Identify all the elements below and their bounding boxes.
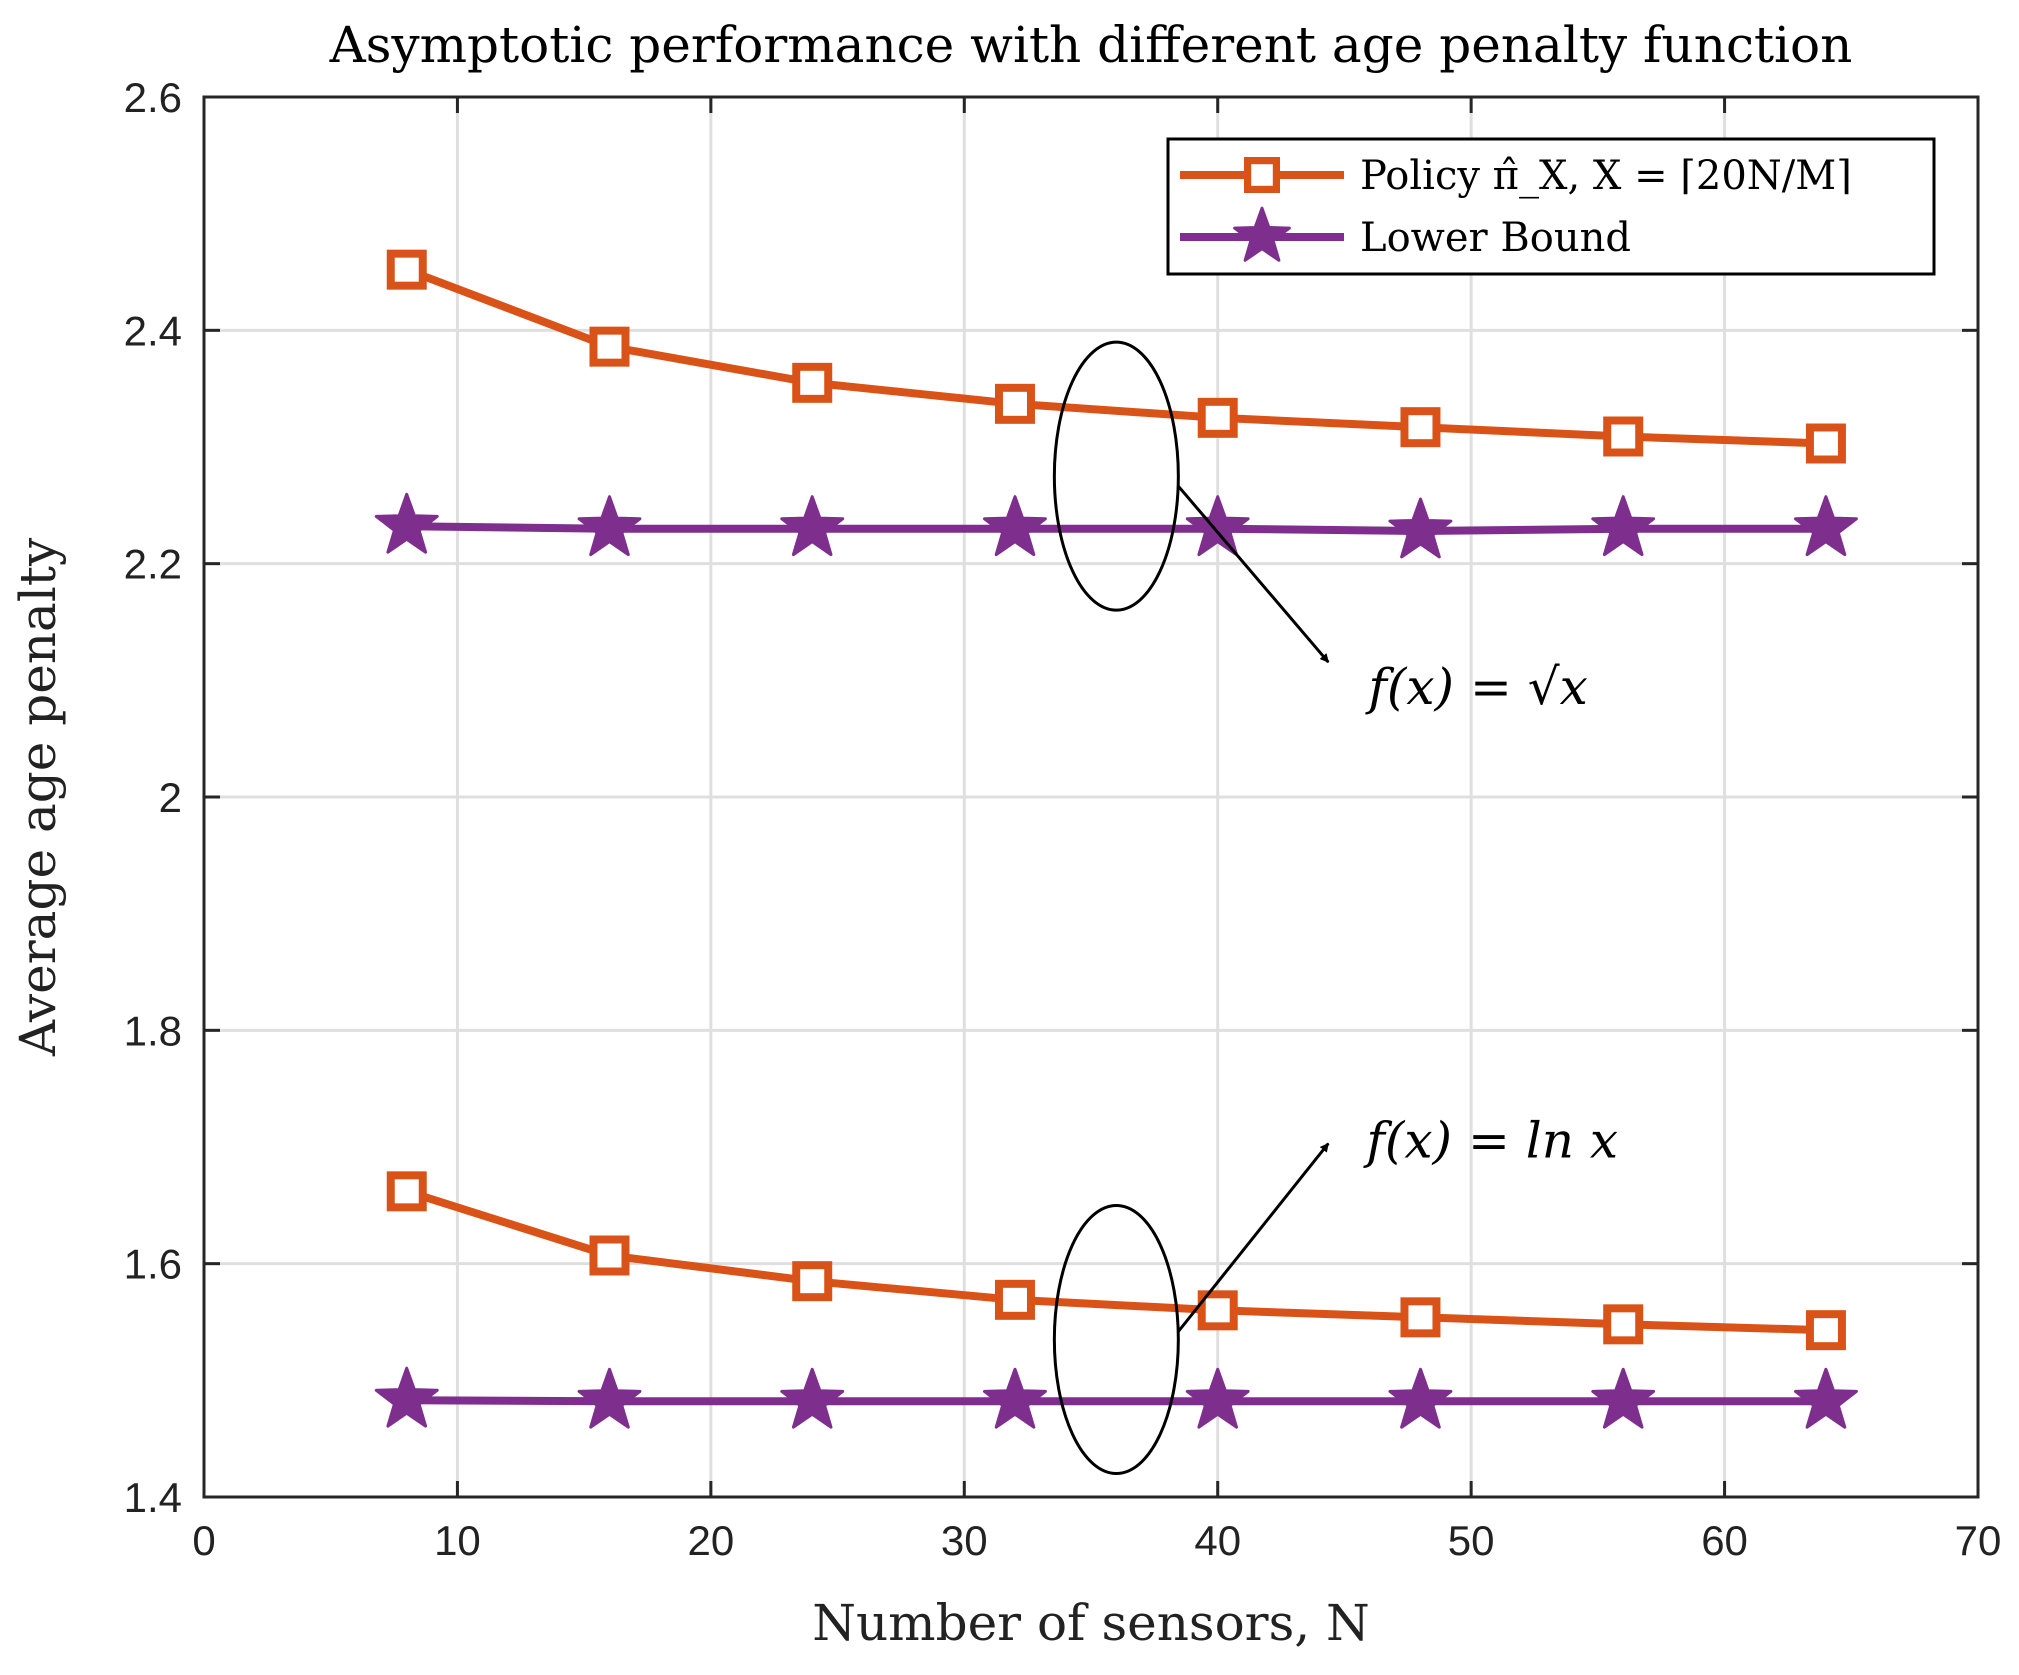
x-tick-label: 40	[1194, 1517, 1241, 1564]
square-marker	[1603, 416, 1644, 457]
square-marker	[994, 383, 1035, 424]
series-line	[405, 265, 1827, 448]
annotation-ellipse	[1052, 340, 1180, 612]
x-tick-label: 0	[192, 1517, 215, 1564]
square-marker	[994, 1279, 1035, 1320]
star-marker	[1794, 1367, 1858, 1429]
x-tick-label: 60	[1701, 1517, 1748, 1564]
y-tick-label: 2.2	[124, 541, 182, 588]
square-marker	[1400, 407, 1441, 448]
square-marker	[1197, 1290, 1238, 1331]
star-marker	[1591, 1367, 1656, 1429]
series-line	[405, 1187, 1827, 1335]
star-marker	[1185, 1367, 1250, 1429]
legend-box	[1166, 137, 1936, 276]
y-tick-label: 1.4	[124, 1474, 182, 1521]
x-tick-label: 70	[1955, 1517, 2002, 1564]
square-marker	[1243, 157, 1280, 194]
square-marker	[1603, 1304, 1644, 1345]
star-marker	[1794, 495, 1858, 557]
x-tick-label: 30	[941, 1517, 988, 1564]
annotation-label: f(x) = ln x	[1362, 1112, 1618, 1170]
star-marker	[374, 1366, 439, 1428]
star-marker	[577, 1367, 642, 1429]
star-marker	[1591, 495, 1656, 557]
x-tick-label: 20	[687, 1517, 734, 1564]
series-0	[386, 249, 1846, 464]
series-line	[406, 522, 1826, 535]
square-marker	[1805, 423, 1846, 464]
x-tick-label: 50	[1448, 1517, 1495, 1564]
square-marker	[792, 1261, 833, 1302]
y-tick-label: 2.6	[124, 74, 182, 121]
series-2	[386, 1171, 1846, 1351]
x-tick-label: 10	[434, 1517, 481, 1564]
x-axis-label: Number of sensors, N	[812, 1594, 1370, 1652]
series-line	[406, 1396, 1826, 1406]
square-marker	[792, 362, 833, 403]
star-marker	[577, 495, 642, 557]
legend-entry: Lower Bound	[1180, 206, 1631, 262]
star-marker	[780, 495, 845, 557]
square-marker	[589, 1235, 630, 1276]
star-marker	[1185, 495, 1250, 557]
star-marker	[1388, 497, 1453, 559]
series-3	[374, 1366, 1858, 1429]
square-marker	[1805, 1310, 1846, 1351]
grid	[202, 95, 1980, 1499]
axes: 0 10 20 30 40 50 60 70 1.4 1.6 1.8 2 2.2 2.4 2.6	[124, 74, 2002, 1564]
y-tick-label: 2.4	[124, 307, 182, 354]
legend-label: Policy π̂_X, X = ⌈20N/M⌉	[1360, 153, 1852, 199]
square-marker	[1400, 1297, 1441, 1338]
square-marker	[386, 1171, 427, 1212]
square-marker	[386, 249, 427, 290]
annotation-ellipse	[1052, 1204, 1180, 1475]
y-tick-label: 2	[159, 774, 182, 821]
star-marker	[1388, 1367, 1453, 1429]
annotation-label: f(x) = √x	[1364, 658, 1587, 716]
square-marker	[589, 326, 630, 367]
legend-label: Lower Bound	[1360, 215, 1631, 261]
annotations: f(x) = √x f(x) = ln x	[1052, 340, 1618, 1475]
series-1	[374, 492, 1858, 559]
series-group	[374, 249, 1858, 1429]
chart-title: Asymptotic performance with different ag…	[329, 16, 1853, 74]
y-tick-label: 1.8	[124, 1007, 182, 1054]
star-marker	[983, 1367, 1047, 1429]
star-marker	[780, 1367, 845, 1429]
star-marker	[374, 492, 439, 554]
legend: Policy π̂_X, X = ⌈20N/M⌉ Lower Bound	[1166, 137, 1936, 276]
square-marker	[1197, 397, 1238, 438]
annotation-arrow	[1177, 485, 1330, 664]
star-marker	[983, 495, 1047, 557]
y-tick-label: 1.6	[124, 1241, 182, 1288]
star-marker	[1233, 206, 1291, 262]
y-axis-label: Average age penalty	[9, 537, 67, 1057]
legend-entry: Policy π̂_X, X = ⌈20N/M⌉	[1180, 153, 1852, 199]
annotation-arrow	[1177, 1142, 1330, 1333]
